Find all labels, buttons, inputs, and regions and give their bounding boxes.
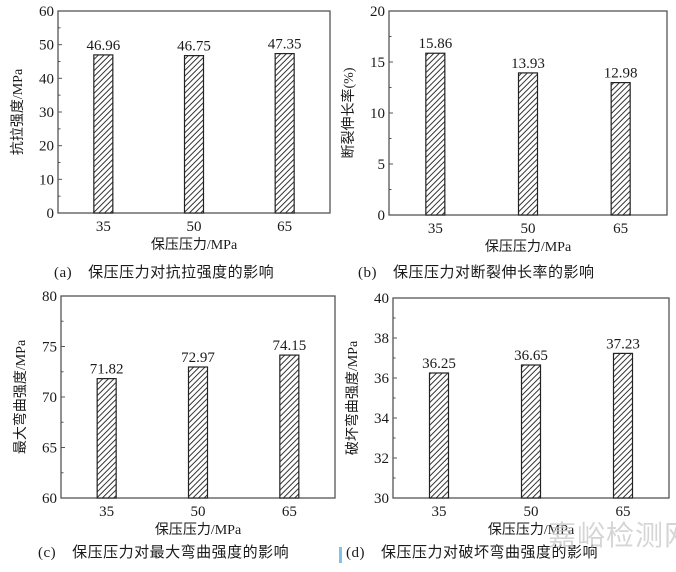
y-tick-label: 36 xyxy=(374,371,390,387)
x-tick-label: 35 xyxy=(99,504,114,520)
chart-b-elongation-at-break: 0 5 10 15 20 15.86 35 13.93 50 12.98 65 保压压力/MPa 断裂伸… xyxy=(340,4,668,255)
x-tick-label: 65 xyxy=(616,504,631,520)
y-tick-label: 34 xyxy=(374,411,390,427)
value-label: 46.96 xyxy=(86,38,120,54)
chart-d-break-flexural-strength: 30 32 34 36 38 40 36.25 35 36.65 50 37.23 65 保压压力/MP… xyxy=(344,291,670,538)
chart-c-max-flexural-strength: 60 65 70 75 80 71.82 35 72.97 50 74.15 65 保压压力/MPa 最… xyxy=(12,289,336,538)
y-tick-label: 30 xyxy=(39,105,54,121)
watermark: 嘉峪检测网 xyxy=(548,519,676,552)
y-tick-label: 32 xyxy=(374,451,389,467)
x-tick-label: 65 xyxy=(282,504,297,520)
caption-b: (b) 保压压力对断裂伸长率的影响 xyxy=(358,261,595,282)
y-tick-label: 15 xyxy=(370,55,385,71)
bar-35 xyxy=(93,54,114,214)
x-tick-label: 50 xyxy=(521,221,536,237)
caption-d-text: 保压压力对破坏弯曲强度的影响 xyxy=(381,543,599,561)
y-tick-label: 60 xyxy=(39,4,54,20)
bar-50 xyxy=(520,364,542,499)
bar-50 xyxy=(183,55,205,214)
y-tick-label: 0 xyxy=(378,208,386,224)
caption-d: (d) 保压压力对破坏弯曲强度的影响 xyxy=(346,541,598,562)
x-axis-label: 保压压力/MPa xyxy=(485,239,572,255)
y-tick-label: 40 xyxy=(39,71,54,87)
bar-50 xyxy=(187,366,209,499)
y-tick-label: 20 xyxy=(39,139,54,155)
caption-a: (a) 保压压力对抗拉强度的影响 xyxy=(54,261,274,282)
value-label: 46.75 xyxy=(177,39,211,55)
bar-50 xyxy=(517,72,539,216)
value-label: 37.23 xyxy=(606,336,640,352)
caption-c: (c) 保压压力对最大弯曲强度的影响 xyxy=(38,541,289,562)
x-tick-label: 50 xyxy=(524,504,539,520)
value-label: 36.65 xyxy=(514,348,548,364)
y-axis-label: 最大弯曲强度/MPa xyxy=(12,339,29,454)
x-axis-label: 保压压力/MPa xyxy=(151,237,238,253)
value-label: 71.82 xyxy=(90,362,124,378)
bar-35 xyxy=(96,378,117,499)
value-label: 74.15 xyxy=(272,338,306,354)
chart-a-tensile-strength: 0 10 20 30 40 50 60 46.96 35 46.75 50 47.35 65 保压压力/M… xyxy=(10,4,331,253)
x-tick-label: 50 xyxy=(191,504,206,520)
y-tick-label: 80 xyxy=(42,289,57,305)
bar-65 xyxy=(612,352,634,499)
y-tick-label: 75 xyxy=(42,340,57,356)
y-tick-label: 38 xyxy=(374,331,389,347)
caption-b-tag: (b) xyxy=(358,265,377,281)
value-label: 15.86 xyxy=(418,36,452,52)
y-axis-label: 断裂伸长率(%) xyxy=(340,67,357,158)
y-tick-label: 70 xyxy=(42,390,57,406)
x-tick-label: 35 xyxy=(96,219,111,235)
y-tick-label: 65 xyxy=(42,441,57,457)
bar-65 xyxy=(279,354,300,499)
y-axis-label: 抗拉强度/MPa xyxy=(10,68,26,155)
y-axis-label: 破坏弯曲强度/MPa xyxy=(344,340,361,455)
value-label: 72.97 xyxy=(181,350,215,366)
value-label: 12.98 xyxy=(604,66,638,82)
caption-a-tag: (a) xyxy=(54,265,73,281)
y-tick-label: 5 xyxy=(378,157,386,173)
y-tick-label: 50 xyxy=(39,38,54,54)
caption-d-tag: (d) xyxy=(346,545,365,561)
y-tick-label: 10 xyxy=(39,172,54,188)
x-tick-label: 35 xyxy=(428,221,443,237)
y-tick-label: 20 xyxy=(370,4,385,20)
bar-65 xyxy=(274,52,295,214)
margin-marker xyxy=(339,547,342,563)
caption-c-tag: (c) xyxy=(38,545,57,561)
caption-c-text: 保压压力对最大弯曲强度的影响 xyxy=(72,543,290,561)
y-tick-label: 60 xyxy=(42,491,57,507)
x-tick-label: 35 xyxy=(432,504,447,520)
caption-a-text: 保压压力对抗拉强度的影响 xyxy=(88,263,275,281)
y-tick-label: 30 xyxy=(374,491,389,507)
bar-65 xyxy=(610,82,631,216)
x-tick-label: 65 xyxy=(277,219,292,235)
x-tick-label: 65 xyxy=(613,221,628,237)
value-label: 47.35 xyxy=(268,37,302,53)
y-tick-label: 40 xyxy=(374,291,389,307)
caption-b-text: 保压压力对断裂伸长率的影响 xyxy=(393,263,595,281)
bar-35 xyxy=(428,372,450,499)
y-tick-label: 10 xyxy=(370,106,385,122)
value-label: 36.25 xyxy=(422,356,456,372)
y-tick-label: 0 xyxy=(47,206,55,222)
x-tick-label: 50 xyxy=(187,219,202,235)
x-axis-label: 保压压力/MPa xyxy=(488,522,575,538)
value-label: 13.93 xyxy=(511,56,545,72)
bar-35 xyxy=(425,52,446,216)
x-axis-label: 保压压力/MPa xyxy=(155,522,242,538)
